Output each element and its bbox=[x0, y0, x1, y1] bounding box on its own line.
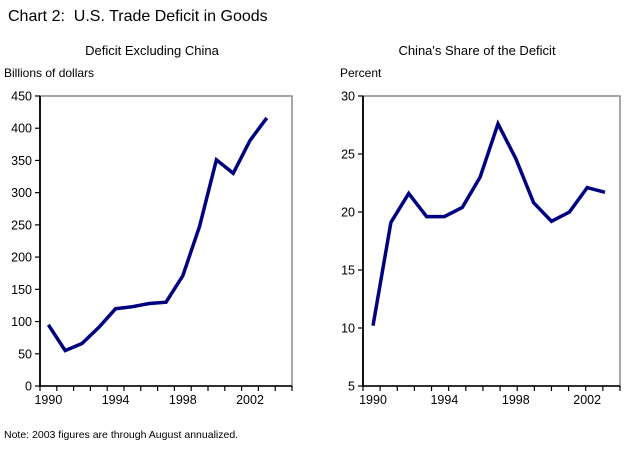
plot-border bbox=[39, 95, 293, 387]
x-tick-label: 2002 bbox=[573, 393, 601, 407]
x-tick-label: 1994 bbox=[430, 393, 458, 407]
y-tick-label: 0 bbox=[25, 380, 32, 394]
right-chart-subtitle: China's Share of the Deficit bbox=[398, 43, 556, 58]
data-line bbox=[371, 119, 606, 326]
y-tick-label: 10 bbox=[341, 322, 355, 336]
right-chart-unit-label: Percent bbox=[340, 66, 382, 80]
left-chart-unit-label: Billions of dollars bbox=[4, 66, 95, 80]
y-tick-label: 200 bbox=[11, 251, 32, 265]
right-plot: 5 10 15 20 25 30 1990 1994 1998 2002 bbox=[341, 90, 621, 407]
y-tick-label: 20 bbox=[341, 206, 355, 220]
left-chart-subtitle: Deficit Excluding China bbox=[85, 43, 219, 58]
y-tick-label: 15 bbox=[341, 264, 355, 278]
left-plot: 0 50 100 150 200 250 300 350 400 450 1990 1994 1998 2… bbox=[11, 90, 293, 407]
data-line bbox=[46, 116, 269, 353]
x-tick-label: 1998 bbox=[169, 393, 197, 407]
x-tick-label: 1990 bbox=[34, 393, 62, 407]
y-tick-label: 400 bbox=[11, 122, 32, 136]
y-tick-label: 50 bbox=[18, 347, 32, 361]
y-tick-label: 350 bbox=[11, 154, 32, 168]
chart-note: Note: 2003 figures are through August an… bbox=[4, 429, 239, 441]
x-tick-label: 2002 bbox=[236, 393, 264, 407]
y-tick-label: 25 bbox=[341, 148, 355, 162]
y-tick-label: 30 bbox=[341, 90, 355, 104]
x-tick-label: 1990 bbox=[359, 393, 387, 407]
y-tick-label: 150 bbox=[11, 283, 32, 297]
y-tick-label: 450 bbox=[11, 90, 32, 104]
x-tick-label: 1998 bbox=[502, 393, 530, 407]
x-tick-label: 1994 bbox=[102, 393, 130, 407]
y-tick-label: 250 bbox=[11, 218, 32, 232]
y-tick-label: 300 bbox=[11, 186, 32, 200]
y-tick-label: 5 bbox=[348, 380, 355, 394]
y-tick-label: 100 bbox=[11, 315, 32, 329]
chart-title: Chart 2: U.S. Trade Deficit in Goods bbox=[8, 8, 268, 25]
